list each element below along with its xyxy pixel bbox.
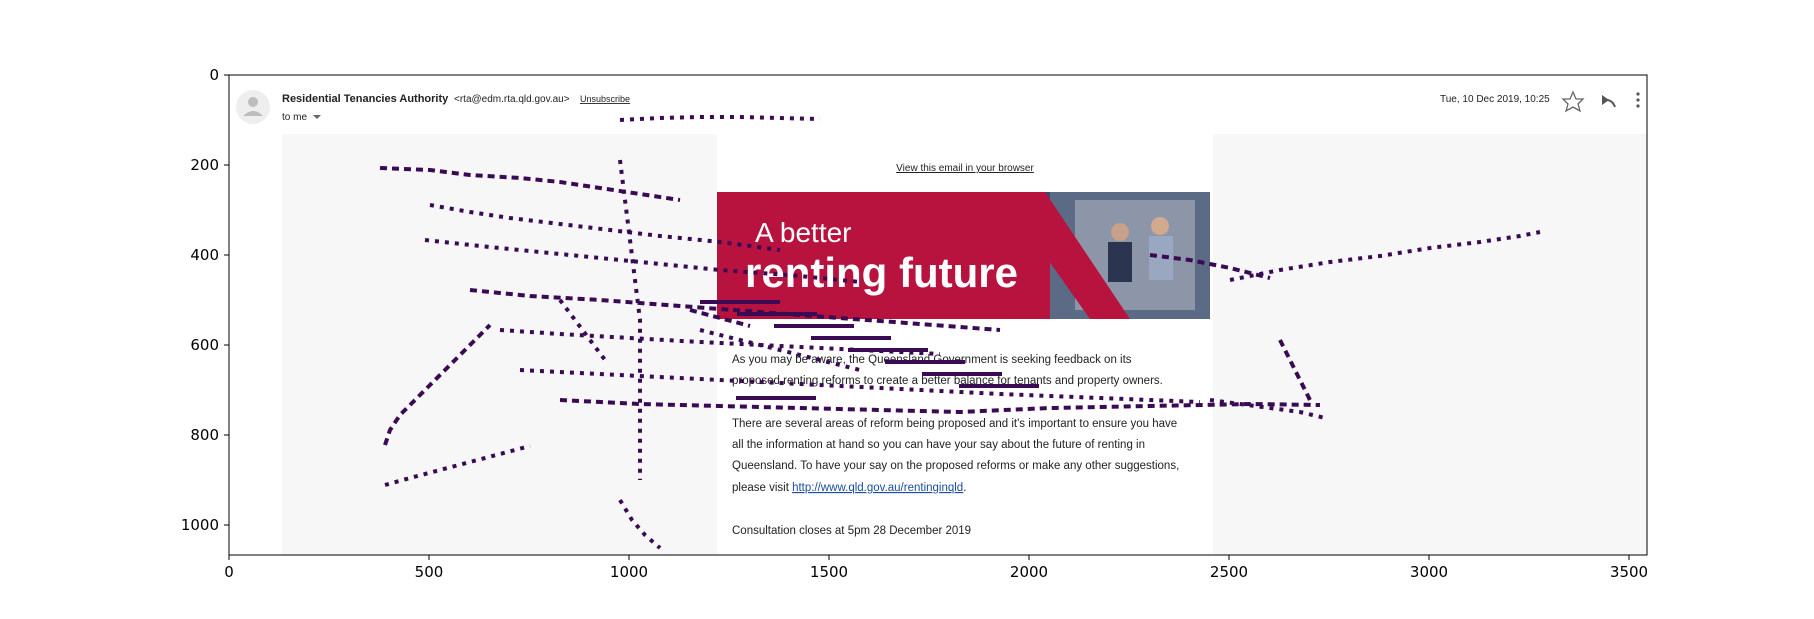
overlay-stroke xyxy=(618,159,642,480)
x-tick-label: 500 xyxy=(415,563,444,581)
y-axis: 0 200 400 600 800 1000 xyxy=(181,66,229,534)
overlay-stroke xyxy=(619,115,821,122)
x-tick-label: 1500 xyxy=(810,563,848,581)
overlay-stroke xyxy=(383,323,492,446)
y-tick-label: 200 xyxy=(190,156,219,174)
overlay-stroke xyxy=(379,166,681,202)
x-tick-label: 2000 xyxy=(1010,563,1048,581)
paragraph-2-line-3: Queensland. To have your say on the prop… xyxy=(732,460,1179,472)
x-tick-label: 3000 xyxy=(1410,563,1448,581)
y-tick-label: 800 xyxy=(190,426,219,444)
overlay-stroke xyxy=(922,372,1002,376)
y-tick-label: 0 xyxy=(209,66,219,84)
renting-reform-link[interactable]: http://www.qld.gov.au/rentinginqld xyxy=(792,482,963,494)
overlay-stroke xyxy=(689,308,751,328)
email-date: Tue, 10 Dec 2019, 10:25 xyxy=(1440,94,1550,105)
view-in-browser-link[interactable]: View this email in your browser xyxy=(896,163,1034,174)
overlay-stroke xyxy=(885,360,965,364)
paragraph-2-line-4: please visit http://www.qld.gov.au/renti… xyxy=(732,482,966,494)
overlay-stroke xyxy=(424,238,861,284)
paragraph-2-line-1: There are several areas of reform being … xyxy=(732,418,1177,430)
overlay-stroke xyxy=(700,300,780,304)
overlay-stroke xyxy=(558,298,607,362)
banner-line-1: A better xyxy=(755,217,852,248)
chevron-down-icon[interactable] xyxy=(313,115,321,119)
closing-line: Consultation closes at 5pm 28 December 2… xyxy=(732,525,971,537)
overlay-stroke xyxy=(848,348,928,352)
campaign-banner[interactable]: A better renting future xyxy=(717,192,1210,319)
x-tick-label: 0 xyxy=(224,563,234,581)
overlay-stroke xyxy=(1149,253,1271,280)
overlay-stroke xyxy=(519,368,1201,404)
y-tick-label: 1000 xyxy=(181,516,219,534)
overlay-stroke xyxy=(384,444,531,487)
email-screenshot: Residential Tenancies Authority <rta@edm… xyxy=(229,75,1647,555)
banner-line-2: renting future xyxy=(745,249,1018,296)
overlay-stroke xyxy=(618,498,662,550)
overlay-stroke xyxy=(737,312,817,316)
sender-email: <rta@edm.rta.qld.gov.au> xyxy=(454,94,570,105)
sender-name[interactable]: Residential Tenancies Authority xyxy=(282,93,449,105)
x-axis: 0 500 1000 1500 2000 2500 3000 3500 xyxy=(224,555,1648,581)
overlay-stroke xyxy=(1209,398,1326,420)
overlay-stroke xyxy=(774,324,854,328)
star-icon[interactable] xyxy=(1561,90,1585,113)
x-tick-label: 3500 xyxy=(1610,563,1648,581)
overlay-stroke xyxy=(559,398,1321,415)
x-tick-label: 1000 xyxy=(610,563,648,581)
axes-frame xyxy=(228,74,1648,556)
y-tick-label: 600 xyxy=(190,336,219,354)
paragraph-2-line-2: all the information at hand so you can h… xyxy=(732,439,1145,451)
y-tick-label: 400 xyxy=(190,246,219,264)
reply-icon[interactable] xyxy=(1602,95,1616,108)
visit-prefix: please visit xyxy=(732,482,792,494)
overlay-stroke xyxy=(699,328,861,372)
paragraph-1-line-2: proposed renting reforms to create a bet… xyxy=(732,375,1163,387)
x-tick-label: 2500 xyxy=(1210,563,1248,581)
visit-suffix: . xyxy=(963,482,966,494)
overlay-stroke xyxy=(811,336,891,340)
more-vert-icon[interactable] xyxy=(1636,92,1640,108)
unsubscribe-link[interactable]: Unsubscribe xyxy=(580,94,630,104)
overlay-stroke xyxy=(959,384,1039,388)
avatar-icon[interactable] xyxy=(236,90,270,124)
to-line[interactable]: to me xyxy=(282,112,307,123)
overlay-stroke xyxy=(429,203,781,252)
scribble-overlay xyxy=(379,115,1541,550)
overlay-stroke xyxy=(469,288,1001,332)
overlay-stroke xyxy=(736,396,816,400)
